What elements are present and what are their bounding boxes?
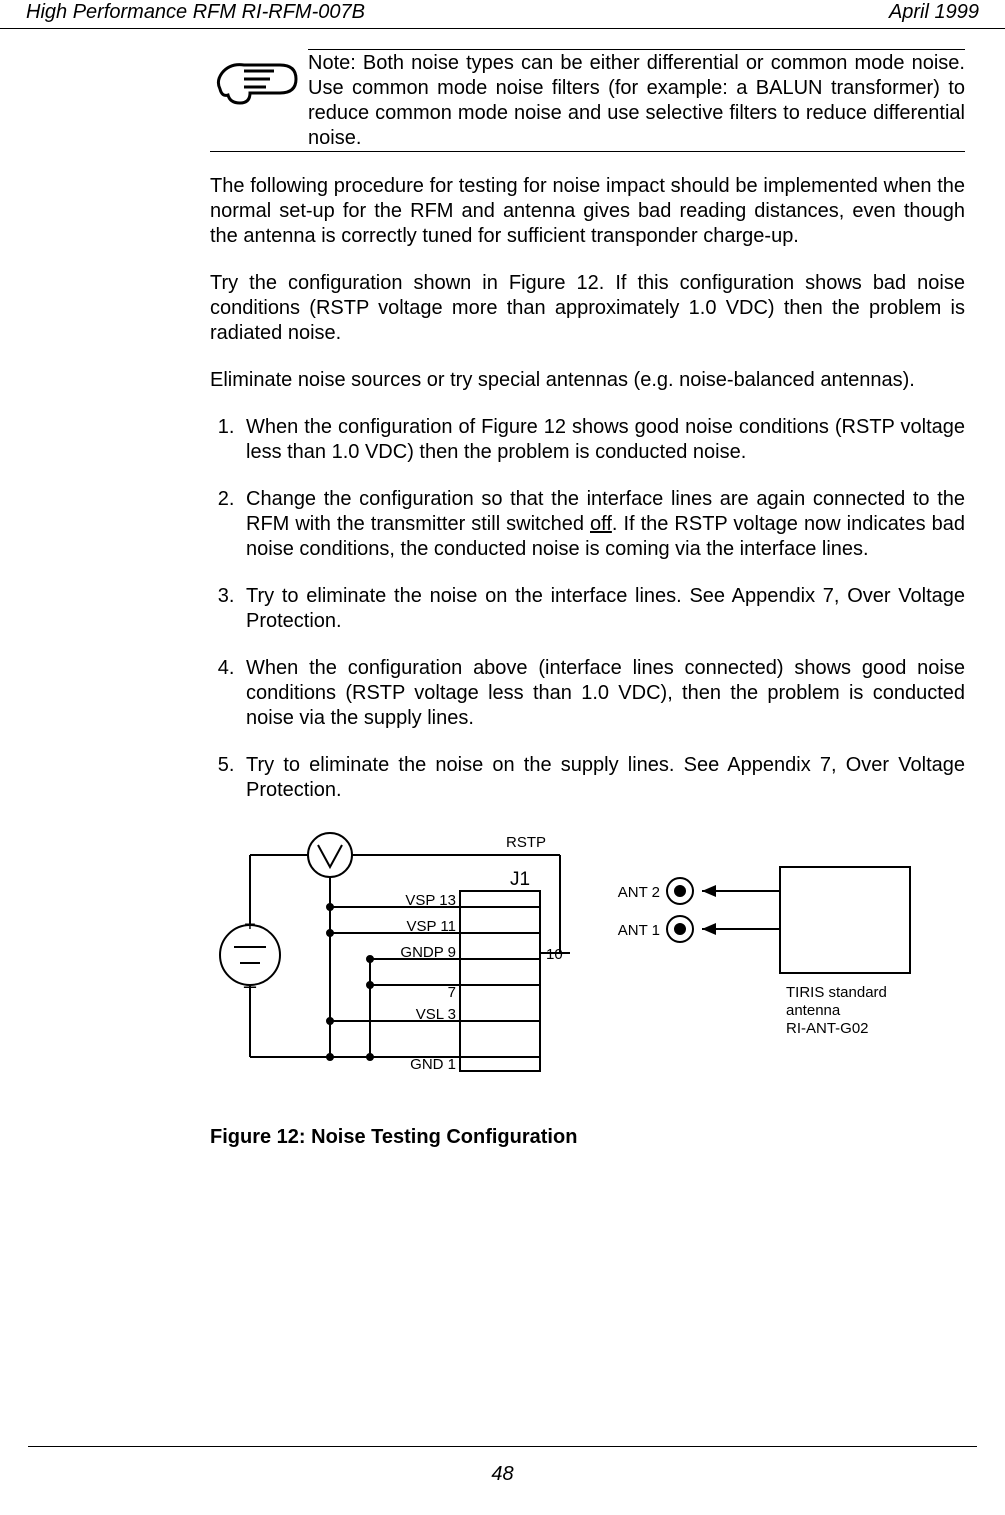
- note-block: Note: Both noise types can be either dif…: [210, 49, 965, 152]
- step-5: Try to eliminate the noise on the supply…: [240, 753, 965, 803]
- step-2: Change the configuration so that the int…: [240, 487, 965, 562]
- label-rstp: RSTP: [506, 834, 546, 851]
- label-j1: J1: [510, 869, 530, 890]
- label-pin9: GNDP 9: [400, 944, 456, 961]
- figure-caption: Figure 12: Noise Testing Configuration: [210, 1125, 965, 1150]
- pointing-hand-icon: [210, 49, 300, 117]
- header-left: High Performance RFM RI-RFM-007B: [26, 0, 365, 25]
- step-1: When the configuration of Figure 12 show…: [240, 415, 965, 465]
- label-ant2: ANT 2: [618, 884, 660, 901]
- paragraph-1: The following procedure for testing for …: [210, 174, 965, 249]
- step-list: When the configuration of Figure 12 show…: [210, 415, 965, 803]
- step-4: When the configuration above (interface …: [240, 656, 965, 731]
- svg-text:+: +: [244, 914, 256, 936]
- step-3: Try to eliminate the noise on the interf…: [240, 584, 965, 634]
- label-pin11: VSP 11: [407, 918, 456, 935]
- label-pin13: VSP 13: [405, 892, 456, 909]
- page-number: 48: [0, 1462, 1005, 1487]
- footer-rule: [28, 1446, 977, 1447]
- header-right: April 1999: [889, 0, 979, 25]
- svg-text:–: –: [244, 973, 257, 998]
- label-antenna-2: antenna: [786, 1002, 841, 1019]
- label-pin10: 10: [546, 946, 563, 963]
- label-antenna-3: RI-ANT-G02: [786, 1020, 869, 1037]
- paragraph-2: Try the configuration shown in Figure 12…: [210, 271, 965, 346]
- label-ant1: ANT 1: [618, 922, 660, 939]
- note-text: Note: Both noise types can be either dif…: [308, 49, 965, 151]
- paragraph-3: Eliminate noise sources or try special a…: [210, 368, 965, 393]
- label-pin3: VSL 3: [416, 1006, 456, 1023]
- step-2-underline: off: [590, 513, 612, 535]
- label-pin7: 7: [448, 984, 456, 1001]
- label-antenna-1: TIRIS standard: [786, 984, 887, 1001]
- figure-12: + –: [210, 825, 965, 1105]
- label-pin1: GND 1: [410, 1056, 456, 1073]
